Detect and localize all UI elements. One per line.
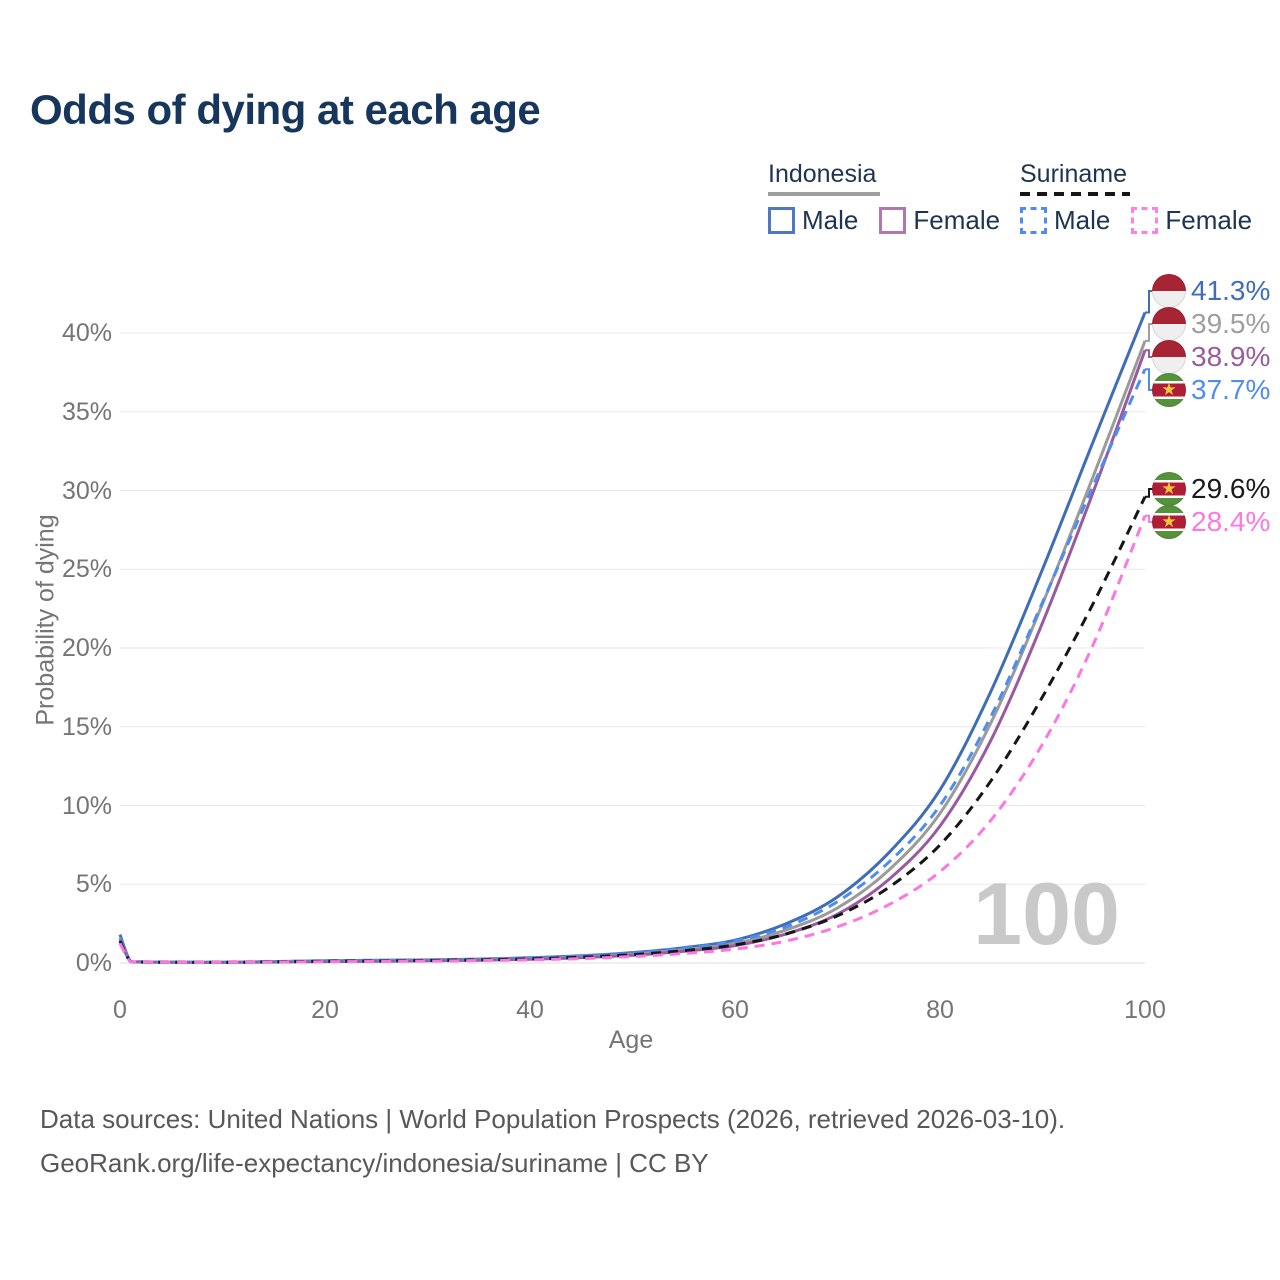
- flag-icon-indonesia: [1152, 340, 1186, 374]
- flag-icon-suriname: ★: [1152, 373, 1186, 407]
- y-tick-label-40: 40%: [61, 319, 112, 347]
- y-tick-label-5: 5%: [75, 870, 112, 899]
- legend-item-suriname-female[interactable]: Female: [1131, 205, 1252, 236]
- series-line-suriname-female[interactable]: [118, 515, 1147, 964]
- legend-swatch-indonesia-female-icon: [879, 207, 907, 234]
- end-label-connector: [1145, 368, 1153, 391]
- legend-underline-suriname: [1020, 192, 1130, 196]
- end-label-41.3%: 41.3%: [1152, 274, 1270, 308]
- footer: Data sources: United Nations | World Pop…: [40, 1104, 1065, 1192]
- y-tick-label-20: 20%: [61, 634, 112, 662]
- end-label-connector: [1145, 349, 1153, 358]
- end-label-connector: [1145, 290, 1153, 314]
- legend-item-indonesia-male[interactable]: Male: [768, 205, 858, 236]
- y-tick-label-30: 30%: [61, 476, 112, 505]
- end-label-value: 38.9%: [1191, 341, 1271, 372]
- legend-item-suriname-male[interactable]: Male: [1020, 205, 1110, 236]
- flag-icon-indonesia: [1152, 307, 1186, 341]
- footer-datasource: Data sources: United Nations | World Pop…: [40, 1104, 1066, 1134]
- legend-header-suriname[interactable]: Suriname: [1020, 160, 1127, 188]
- end-label-value: 29.6%: [1191, 473, 1271, 504]
- legend-item-label: Male: [802, 205, 859, 235]
- legend-item-label: Male: [1054, 205, 1111, 235]
- y-axis-title: Probability of dying: [31, 514, 60, 726]
- end-label-37.7%: ★ 37.7%: [1152, 373, 1270, 407]
- end-label-29.6%: ★ 29.6%: [1152, 472, 1270, 506]
- flag-icon-suriname: ★: [1152, 472, 1186, 506]
- legend-swatch-suriname-male-icon: [1020, 207, 1047, 234]
- end-label-value: 39.5%: [1191, 308, 1271, 339]
- star-icon: ★: [1161, 512, 1177, 532]
- legend-group-indonesia: Indonesia Male Female: [768, 160, 1000, 236]
- legend-item-indonesia-female[interactable]: Female: [879, 205, 1000, 236]
- legend-underline-indonesia: [768, 192, 880, 196]
- y-tick-label-15: 15%: [61, 712, 112, 741]
- legend-header-indonesia[interactable]: Indonesia: [768, 160, 877, 188]
- x-tick-label-80: 80: [926, 996, 954, 1024]
- watermark-age: 100: [973, 864, 1120, 963]
- x-tick-label-0: 0: [113, 996, 127, 1024]
- y-tick-label-10: 10%: [61, 791, 112, 820]
- series-line-indonesia-female[interactable]: [118, 349, 1147, 964]
- flag-icon-suriname: ★: [1152, 505, 1186, 539]
- y-tick-label-0: 0%: [75, 949, 112, 977]
- star-icon: ★: [1161, 380, 1177, 400]
- x-tick-label-60: 60: [721, 996, 749, 1024]
- end-label-value: 41.3%: [1191, 275, 1271, 306]
- y-tick-label-35: 35%: [61, 397, 112, 426]
- end-label-connector: [1145, 488, 1153, 498]
- x-axis-title: Age: [608, 1026, 654, 1054]
- legend-swatch-suriname-female-icon: [1131, 207, 1159, 234]
- star-icon: ★: [1161, 479, 1177, 499]
- footer-license: GeoRank.org/life-expectancy/indonesia/su…: [40, 1148, 709, 1178]
- y-tick-label-25: 25%: [61, 555, 112, 584]
- x-tick-label-20: 20: [311, 996, 339, 1024]
- end-label-connector: [1145, 514, 1153, 523]
- end-label-connector: [1145, 323, 1153, 342]
- legend-swatch-indonesia-male-icon: [768, 207, 795, 234]
- end-label-value: 37.7%: [1191, 374, 1271, 405]
- x-tick-label-100: 100: [1124, 996, 1166, 1024]
- end-label-28.4%: ★ 28.4%: [1152, 505, 1270, 539]
- end-label-38.9%: 38.9%: [1152, 340, 1270, 374]
- x-tick-label-40: 40: [516, 996, 544, 1024]
- end-label-value: 28.4%: [1191, 506, 1271, 537]
- legend-item-label: Female: [1165, 205, 1253, 235]
- legend-item-label: Female: [913, 205, 1001, 235]
- flag-icon-indonesia: [1152, 274, 1186, 308]
- page-title: Odds of dying at each age: [30, 86, 541, 133]
- end-label-39.5%: 39.5%: [1152, 307, 1270, 341]
- legend-group-suriname: Suriname Male Female: [1020, 160, 1252, 236]
